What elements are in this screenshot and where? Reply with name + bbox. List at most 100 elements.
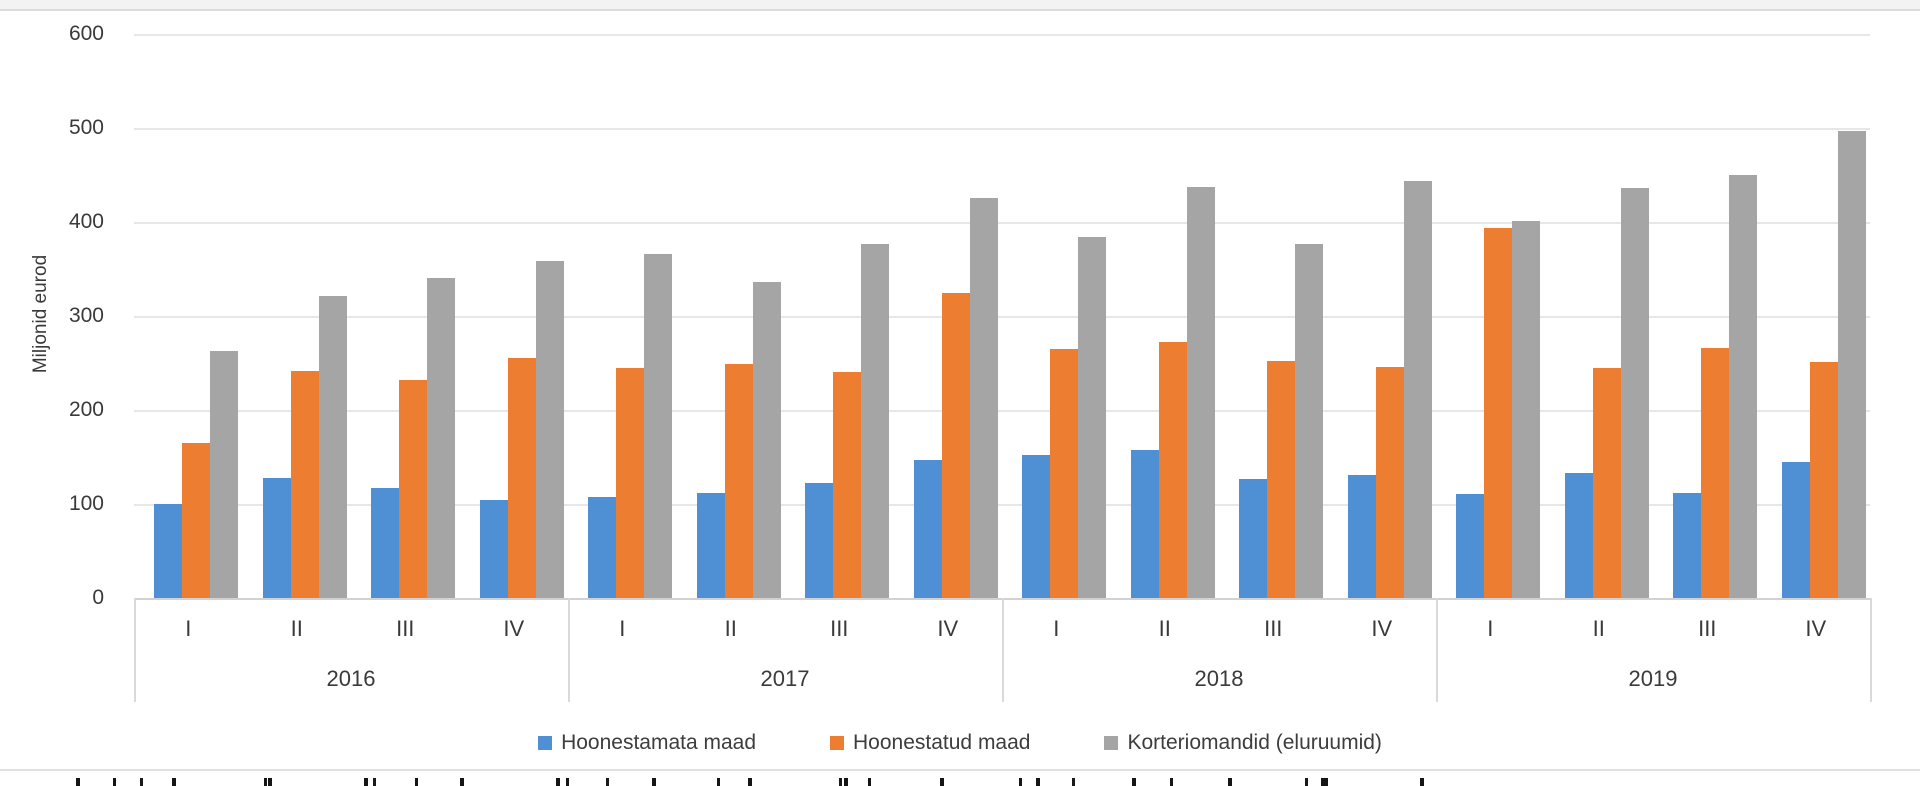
bar-hoonestatud-maad-2017-II [724, 363, 753, 598]
y-axis-tick-label: 0 [92, 586, 104, 609]
bar-hoonestatud-maad-2017-IV [941, 292, 970, 598]
gridline [134, 504, 1870, 506]
x-tick-year-label: 2018 [1194, 666, 1244, 691]
y-axis-tick-label: 200 [68, 398, 104, 421]
bar-korteriomandid-eluruumid-2017-II [752, 282, 781, 598]
bar-hoonestatud-maad-2017-III [833, 372, 862, 598]
bar-korteriomandid-eluruumid-2016-III [427, 278, 456, 598]
x-tick-year-label: 2016 [326, 666, 376, 691]
y-axis-title: Miljonid eurod [30, 254, 51, 374]
bar-hoonestatud-maad-2019-I [1484, 227, 1513, 598]
bar-hoonestamata-maad-2019-IV [1781, 461, 1810, 598]
bar-korteriomandid-eluruumid-2017-I [644, 253, 673, 598]
bar-hoonestamata-maad-2017-I [588, 497, 617, 598]
x-tick-quarter-label: II [290, 616, 303, 641]
y-axis-tick-label: 600 [68, 22, 104, 45]
year-separator [568, 598, 570, 702]
bar-korteriomandid-eluruumid-2017-IV [969, 197, 998, 598]
bar-hoonestamata-maad-2017-IV [913, 459, 942, 598]
bar-hoonestamata-maad-2016-I [154, 504, 183, 598]
bar-korteriomandid-eluruumid-2018-III [1295, 243, 1324, 598]
gridline [134, 34, 1870, 36]
bar-hoonestamata-maad-2016-III [371, 488, 400, 598]
x-tick-quarter-label: IV [1371, 616, 1393, 641]
x-tick-quarter-label: IV [1805, 616, 1827, 641]
legend-label: Hoonestamata maad [561, 731, 757, 754]
bar-hoonestamata-maad-2018-IV [1347, 474, 1376, 598]
bar-hoonestamata-maad-2016-IV [479, 500, 508, 598]
bar-hoonestamata-maad-2019-II [1564, 472, 1593, 598]
year-separator [1002, 598, 1004, 702]
legend: Hoonestamata maad Hoonestatud maad Korteri… [0, 728, 1920, 758]
legend-label: Hoonestatud maad [853, 731, 1031, 754]
bar-hoonestamata-maad-2018-II [1130, 450, 1159, 598]
legend-color-swatch-icon [538, 736, 553, 750]
bar-korteriomandid-eluruumid-2018-IV [1403, 180, 1432, 598]
bar-hoonestamata-maad-2019-III [1673, 492, 1702, 598]
y-axis-tick-label: 300 [68, 304, 104, 327]
bar-hoonestatud-maad-2016-III [399, 379, 428, 598]
bar-hoonestatud-maad-2016-II [290, 370, 319, 598]
legend-color-swatch-icon [1104, 736, 1119, 750]
bar-hoonestamata-maad-2018-III [1239, 478, 1268, 598]
x-tick-quarter-label: I [185, 616, 192, 641]
x-tick-quarter-label: III [1698, 616, 1717, 641]
legend-color-swatch-icon [830, 736, 845, 750]
bar-korteriomandid-eluruumid-2016-I [210, 350, 239, 598]
page-top-edge [0, 0, 1920, 9]
bar-hoonestatud-maad-2018-I [1050, 348, 1079, 598]
x-tick-quarter-label: II [1158, 616, 1171, 641]
bar-hoonestamata-maad-2019-I [1456, 493, 1485, 598]
bar-korteriomandid-eluruumid-2019-I [1512, 221, 1541, 598]
bar-korteriomandid-eluruumid-2018-I [1078, 237, 1107, 598]
y-axis-tick-label: 400 [68, 210, 104, 233]
bar-hoonestatud-maad-2016-IV [507, 358, 536, 598]
bar-hoonestatud-maad-2019-II [1592, 367, 1621, 598]
gridline [134, 410, 1870, 412]
x-tick-quarter-label: IV [937, 616, 959, 641]
legend-item-hoonestamata-maad: Hoonestamata maad [538, 731, 756, 755]
bar-hoonestatud-maad-2019-III [1701, 347, 1730, 598]
gridline [134, 128, 1870, 130]
x-tick-quarter-label: I [1487, 616, 1494, 641]
bar-korteriomandid-eluruumid-2018-II [1186, 187, 1215, 598]
x-tick-quarter-label: I [1053, 616, 1060, 641]
bar-korteriomandid-eluruumid-2019-IV [1837, 130, 1866, 598]
bar-hoonestatud-maad-2017-I [616, 367, 645, 598]
bar-hoonestamata-maad-2017-III [805, 483, 834, 598]
bar-hoonestamata-maad-2017-II [696, 492, 725, 598]
legend-item-korteriomandid-eluruumid: Korteriomandid (eluruumid) [1104, 731, 1382, 755]
page-top-border-line [0, 9, 1920, 11]
x-tick-quarter-label: II [724, 616, 737, 641]
gridline [134, 316, 1870, 318]
bar-hoonestatud-maad-2018-IV [1375, 366, 1404, 598]
chart-bottom-divider [0, 769, 1920, 771]
bar-korteriomandid-eluruumid-2017-III [861, 243, 890, 598]
bar-hoonestatud-maad-2019-IV [1809, 362, 1838, 598]
x-tick-quarter-label: IV [503, 616, 525, 641]
y-axis-tick-label: 100 [68, 492, 104, 515]
bar-hoonestatud-maad-2018-II [1158, 342, 1187, 598]
x-tick-quarter-label: I [619, 616, 626, 641]
year-separator [1870, 598, 1872, 702]
bar-korteriomandid-eluruumid-2019-III [1729, 175, 1758, 598]
cut-off-caption-strip [76, 778, 1448, 786]
bar-hoonestamata-maad-2016-II [262, 477, 291, 598]
legend-label: Korteriomandid (eluruumid) [1127, 731, 1382, 754]
x-tick-quarter-label: II [1592, 616, 1605, 641]
legend-item-hoonestatud-maad: Hoonestatud maad [830, 731, 1030, 755]
year-separator [1436, 598, 1438, 702]
year-separator [134, 598, 136, 702]
x-tick-year-label: 2019 [1628, 666, 1678, 691]
bar-korteriomandid-eluruumid-2016-II [318, 296, 347, 598]
bar-korteriomandid-eluruumid-2019-II [1620, 188, 1649, 598]
x-tick-quarter-label: III [396, 616, 415, 641]
y-axis-tick-label: 500 [68, 116, 104, 139]
bar-hoonestatud-maad-2018-III [1267, 361, 1296, 598]
bar-korteriomandid-eluruumid-2016-IV [535, 261, 564, 598]
bar-hoonestamata-maad-2018-I [1022, 455, 1051, 598]
x-tick-year-label: 2017 [760, 666, 810, 691]
x-tick-quarter-label: III [1264, 616, 1283, 641]
